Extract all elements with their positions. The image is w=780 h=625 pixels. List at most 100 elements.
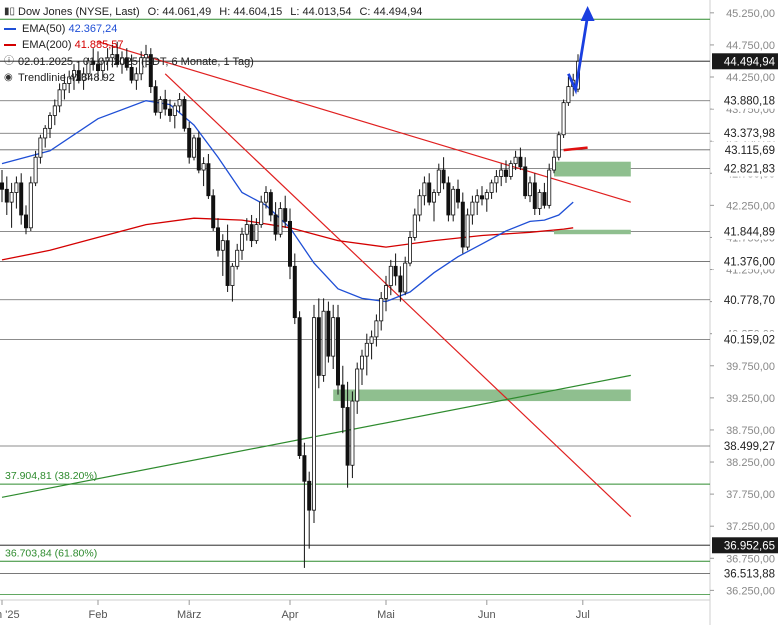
level-label: 36.513,88 [724,568,775,580]
candle-body-down [542,192,547,206]
legend-ema200-label: EMA(200) [22,39,72,51]
candle-body-up [239,233,244,251]
candle-body-down [148,54,153,88]
candle-body-down [503,169,508,177]
y-tick-label: 36.250,00 [726,585,775,597]
resistance-trendline [97,41,631,203]
legend-open: O: 44.061,49 [147,6,212,18]
candle-body-down [455,188,460,203]
y-tick-label: 45.250,00 [726,8,775,20]
candle-body-up [417,195,422,216]
candle-body-up [494,176,499,184]
chart-legend: ▮▯ Dow Jones (NYSE, Last) O: 44.061,49 H… [4,4,422,87]
level-label-box [712,125,778,142]
level-label: 43.115,69 [725,145,775,157]
candle-body-up [475,195,480,203]
candle-body-down [532,182,537,209]
candle-body-down [441,169,446,184]
support-zone [554,229,631,235]
candle-body-down [19,182,24,216]
y-tick-label: 39.750,00 [726,361,775,373]
legend-ema50-label: EMA(50) [22,22,66,35]
candle-body-up [383,285,388,299]
candle-body-down [523,166,528,197]
candle-body-down [287,220,292,267]
candle-body-up [278,208,283,235]
candle-body-up [561,102,566,136]
y-tick-label: 37.250,00 [726,521,775,533]
level-label-box [712,53,778,70]
candle-body-down [283,208,288,222]
level-label-box [712,253,778,270]
candle-body-up [407,237,412,264]
candle-body-up [508,163,513,177]
candle-body-up [431,192,436,203]
ema50-line [1,100,574,303]
candle-body-up [220,240,225,251]
support-trendline [1,374,631,498]
candle-body-down [153,86,158,113]
x-tick-label: Jan '25 [0,609,20,621]
candle-body-up [350,400,355,466]
candle-body-up [513,156,518,165]
candle-body-down [340,384,345,408]
candle-body-up [143,54,148,59]
price-axis: 45.250,0044.750,0044.250,0043.750,0043.2… [710,8,778,597]
candle-body-up [364,342,369,357]
falling-trendline [164,73,632,518]
level-label: 43.880,18 [724,96,775,108]
x-tick-label: Mai [377,609,395,621]
legend-low: L: 44.013,54 [290,6,352,18]
candle-body-up [86,60,91,75]
candle-body-up [465,214,470,248]
legend-instrument: Dow Jones (NYSE, Last) [18,6,140,18]
candle-body-up [552,156,557,171]
candle-body-down [316,317,321,376]
candle-body-up [470,201,475,216]
candle-body-up [244,224,249,235]
blue-forecast-arrow [567,15,589,95]
candle-body-up [422,182,427,197]
candles [0,41,581,568]
target-icon: ◉ [4,72,13,83]
fib-level-label: 36.703,84 (61.80%) [5,547,97,559]
candle-body-down [345,407,350,466]
arrow-head [580,6,595,22]
candle-body-down [249,224,254,242]
candle-body-down [115,54,120,65]
candle-body-down [307,480,312,511]
candle-body-down [215,227,220,251]
candle-body-up [158,99,163,113]
level-label-box [712,92,778,109]
candle-body-down [292,265,297,319]
candle-body-up [9,192,14,203]
candle-body-down [96,63,101,71]
candle-body-up [321,310,326,376]
candle-body-down [129,66,134,81]
level-label: 40.159,02 [724,335,775,347]
y-tick-label: 42.250,00 [726,200,775,212]
ema200-line [1,217,574,261]
candle-body-up [355,368,360,402]
legend-ema50-value: 42.367,24 [68,22,118,35]
candle-body-down [446,182,451,216]
candle-body-down [124,57,129,68]
level-label-box [712,438,778,455]
legend-ema200-row: EMA(200) 41.885,57 [4,37,422,54]
level-label-box [712,565,778,582]
candle-body-up [191,137,196,158]
candle-body-down [0,182,4,190]
candle-body-up [48,115,53,129]
y-tick-label: 36.750,00 [726,553,775,565]
candle-body-down [76,70,81,81]
candle-body-down [23,214,28,229]
candle-body-up [43,127,48,139]
candle-body-up [528,182,533,197]
candle-body-down [302,455,307,482]
y-tick-label: 44.250,00 [726,72,775,84]
candle-body-down [187,127,192,158]
y-tick-label: 39.250,00 [726,393,775,405]
y-tick-label: 37.750,00 [726,489,775,501]
info-icon: ⓘ [4,55,14,67]
